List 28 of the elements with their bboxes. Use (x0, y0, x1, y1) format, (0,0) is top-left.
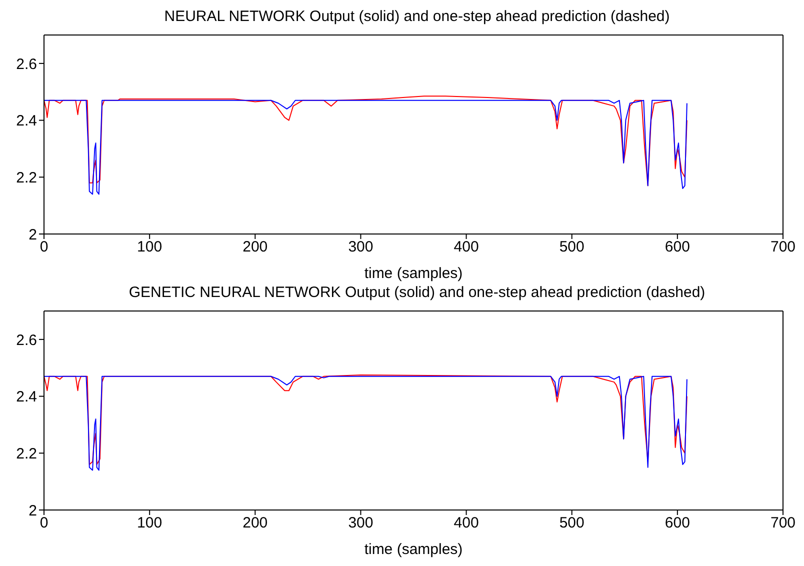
x-axis-title: time (samples) (364, 265, 463, 282)
x-tick-label: 0 (40, 514, 48, 532)
x-tick-label: 700 (770, 514, 796, 532)
x-tick-label: 0 (40, 238, 48, 256)
y-tick-label: 2.2 (16, 169, 37, 186)
y-tick-label: 2 (28, 226, 37, 244)
x-tick-label: 100 (137, 238, 162, 256)
y-tick-label: 2.2 (16, 445, 37, 462)
x-tick-label: 600 (664, 238, 690, 256)
x-tick-label: 200 (242, 238, 268, 256)
x-tick-label: 400 (454, 238, 479, 256)
x-tick-label: 300 (348, 238, 374, 256)
x-axis-title: time (samples) (364, 541, 463, 558)
y-tick-label: 2.4 (16, 112, 37, 130)
x-tick-label: 400 (454, 514, 479, 532)
x-tick-label: 300 (348, 514, 374, 532)
x-tick-label: 500 (559, 238, 584, 256)
x-tick-label: 100 (137, 514, 162, 532)
x-tick-label: 600 (664, 514, 690, 532)
y-tick-label: 2 (28, 502, 37, 520)
x-tick-label: 200 (242, 514, 268, 532)
x-tick-label: 700 (770, 238, 796, 256)
chart-title: GENETIC NEURAL NETWORK Output (solid) and one-step ahead prediction (dashed) (128, 284, 706, 302)
chart-title: NEURAL NETWORK Output (solid) and one-step ahead prediction (dashed) (163, 8, 671, 26)
y-tick-label: 2.6 (16, 332, 37, 349)
x-tick-label: 500 (559, 514, 584, 532)
y-tick-label: 2.6 (16, 56, 37, 73)
y-tick-label: 2.4 (16, 388, 37, 406)
